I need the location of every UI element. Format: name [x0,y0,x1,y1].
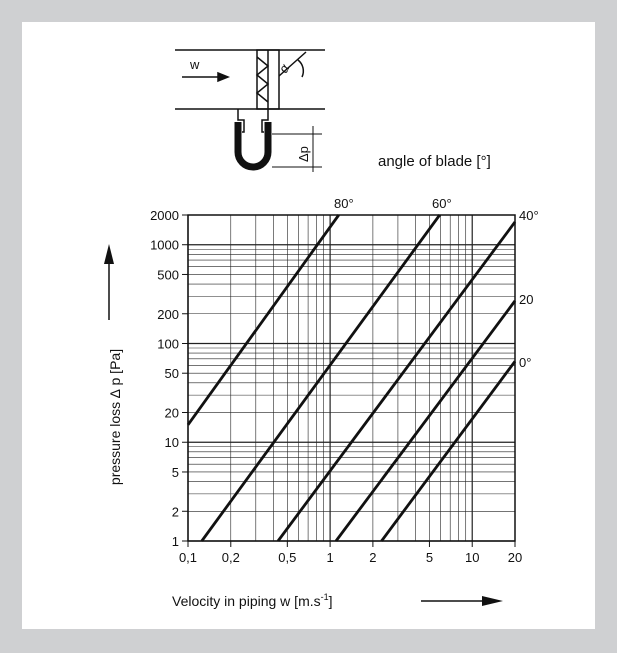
blade-angle-line [278,51,307,77]
pressure-tap-left [237,109,245,133]
damper-diagram: w α Δp [175,49,325,172]
y-tick-label: 500 [157,267,179,282]
x-tick-label: 5 [426,550,433,565]
flow-arrow-head [217,71,231,83]
x-axis-label-text: Velocity in piping w [m.s [172,593,321,609]
x-axis-label-sup: -1 [321,592,329,602]
y-axis-label: pressure loss ∆ p [Pa] [107,349,123,485]
chart-panel: w α Δp angle of blade [°] 1 2 5 10 20 50 100 20… [22,22,595,629]
dp-label: Δp [296,146,311,162]
x-tick-label: 10 [465,550,479,565]
y-axis-arrow [104,244,114,320]
y-tick-label: 10 [165,435,179,450]
y-tick-label: 200 [157,307,179,322]
y-tick-label: 50 [165,366,179,381]
x-tick-label: 20 [508,550,522,565]
y-tick-label: 2000 [150,208,179,223]
legend-title: angle of blade [°] [378,153,491,170]
pressure-tap-right [261,109,269,133]
x-tick-label: 1 [326,550,333,565]
series-label: 40° [519,208,539,223]
x-axis-arrow [421,596,503,606]
series-line [380,360,517,542]
series-label: 80° [334,196,354,211]
manometer-tube [234,122,272,171]
flow-label: w [189,57,200,72]
y-tick-label: 1000 [150,238,179,253]
y-tick-label: 20 [165,406,179,421]
series-line [276,221,517,542]
series-label: 20 [519,292,533,307]
x-tick-label: 0,5 [278,550,296,565]
x-tick-label: 2 [369,550,376,565]
series-label: 0° [519,355,531,370]
blade-angle-arc [297,59,305,78]
chart-svg: w α Δp angle of blade [°] 12510205010020… [104,49,539,609]
series-label: 60° [432,196,452,211]
y-tick-label: 1 [172,534,179,549]
plot-area: 1 2 5 10 20 50 100 200 500 1000 2000 0,1 0,2 0,5 1 2 5 10… [150,196,539,565]
y-tick-label: 2 [172,504,179,519]
x-tick-label: 0,2 [222,550,240,565]
x-tick-label: 0,1 [179,550,197,565]
x-axis-label: Velocity in piping w [m.s-1] [172,592,333,609]
series-line [334,300,517,542]
x-axis-label-close: ] [329,593,333,609]
y-tick-label: 5 [172,465,179,480]
series-line [186,214,340,426]
series-line [200,214,441,542]
plot-frame [187,214,516,542]
y-tick-label: 100 [157,336,179,351]
angle-label: α [276,61,293,75]
damper-blades [255,56,270,103]
